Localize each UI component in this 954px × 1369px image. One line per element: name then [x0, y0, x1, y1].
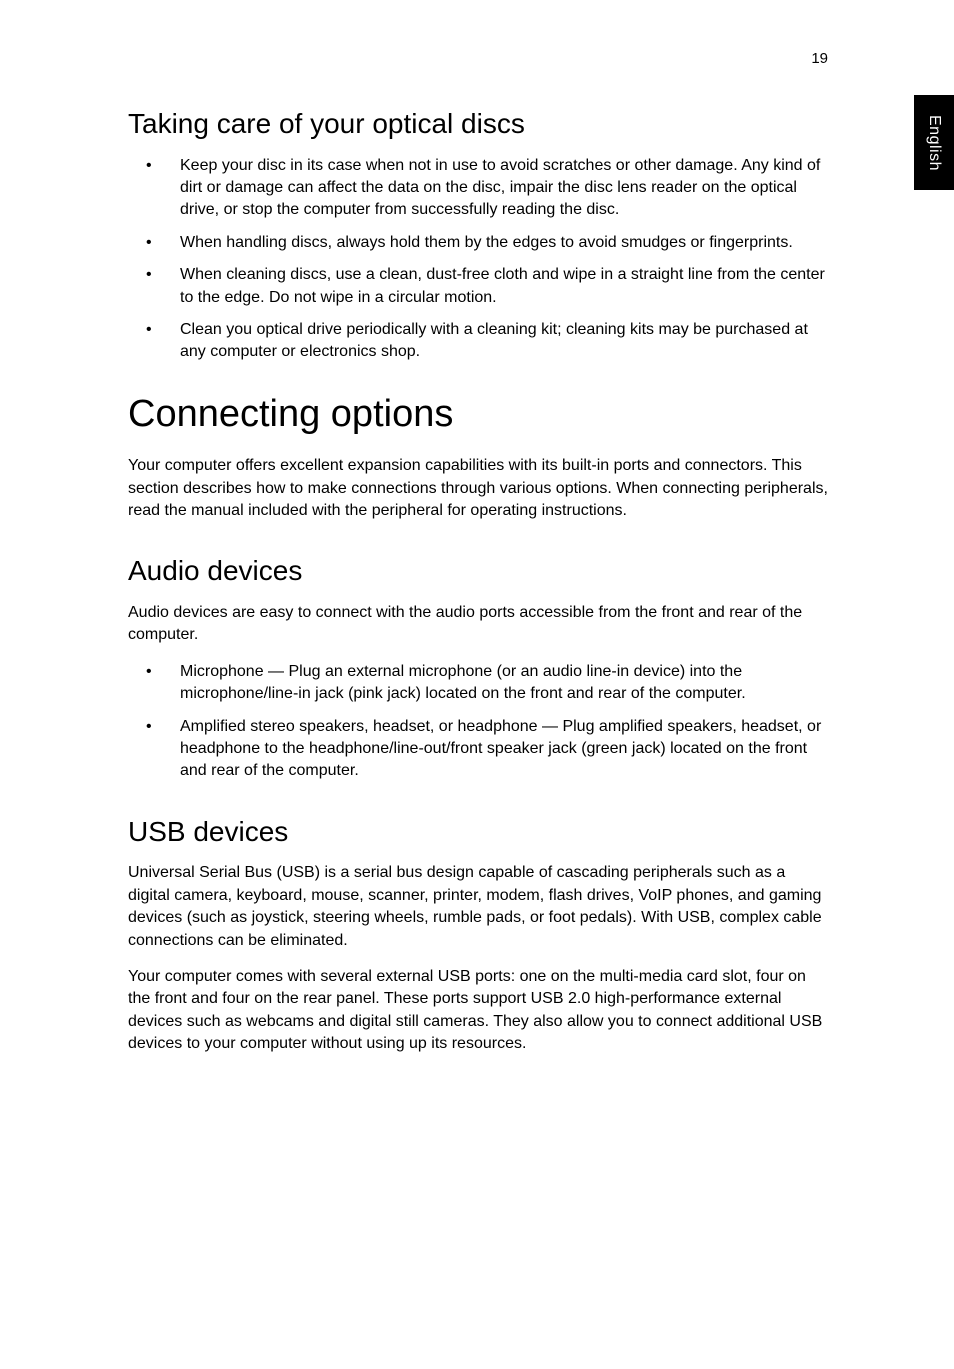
heading-connecting-options: Connecting options: [128, 392, 828, 438]
list-item: Keep your disc in its case when not in u…: [128, 155, 828, 222]
heading-optical-discs: Taking care of your optical discs: [128, 107, 828, 141]
page-content: 19 Taking care of your optical discs Kee…: [128, 50, 828, 1070]
list-item: When handling discs, always hold them by…: [128, 232, 828, 254]
list-item: Microphone — Plug an external microphone…: [128, 661, 828, 706]
list-optical-discs: Keep your disc in its case when not in u…: [128, 155, 828, 364]
language-tab: English: [914, 95, 954, 190]
list-audio-devices: Microphone — Plug an external microphone…: [128, 661, 828, 783]
list-item: When cleaning discs, use a clean, dust-f…: [128, 264, 828, 309]
heading-audio-devices: Audio devices: [128, 554, 828, 588]
list-item: Amplified stereo speakers, headset, or h…: [128, 716, 828, 783]
paragraph-connecting-intro: Your computer offers excellent expansion…: [128, 455, 828, 522]
paragraph-usb-1: Universal Serial Bus (USB) is a serial b…: [128, 862, 828, 952]
heading-usb-devices: USB devices: [128, 815, 828, 849]
list-item: Clean you optical drive periodically wit…: [128, 319, 828, 364]
page-number: 19: [128, 50, 828, 67]
paragraph-usb-2: Your computer comes with several externa…: [128, 966, 828, 1056]
paragraph-audio-intro: Audio devices are easy to connect with t…: [128, 602, 828, 647]
